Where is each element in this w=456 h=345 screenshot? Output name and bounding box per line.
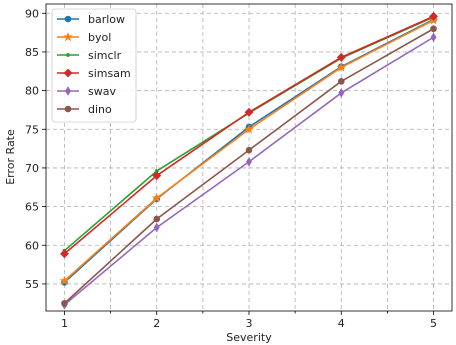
y-tick-label: 60 <box>25 239 39 252</box>
y-tick-label: 80 <box>25 85 39 98</box>
y-tick-label: 75 <box>25 123 39 136</box>
legend-marker <box>64 15 72 23</box>
y-tick-label: 85 <box>25 46 39 59</box>
data-point-simsam <box>244 107 254 117</box>
y-tick-label: 70 <box>25 162 39 175</box>
y-axis-label: Error Rate <box>4 129 17 185</box>
data-point-dino <box>245 146 253 154</box>
legend-item-simsam: simsam <box>57 67 131 80</box>
data-point-byol <box>244 124 254 134</box>
legend-label: barlow <box>88 13 125 26</box>
series-dino <box>61 25 437 307</box>
legend-label: swav <box>88 85 116 98</box>
y-tick-label: 90 <box>25 7 39 20</box>
legend-label: dino <box>88 103 112 116</box>
data-point-dino <box>153 215 161 223</box>
series-simsam <box>60 11 438 259</box>
data-point-byol <box>59 275 70 285</box>
legend-marker <box>64 105 72 113</box>
data-point-swav <box>153 222 160 233</box>
x-tick-label: 3 <box>246 317 253 330</box>
legend-marker <box>65 86 71 96</box>
data-point-swav <box>246 156 252 167</box>
legend-label: simclr <box>88 49 122 62</box>
legend-marker <box>66 53 70 57</box>
legend: barlow byol simclr simsam swav dino <box>51 8 137 123</box>
data-point-swav <box>338 88 345 98</box>
y-tick-label: 65 <box>25 201 39 214</box>
legend-label: byol <box>88 31 111 44</box>
legend-marker <box>63 31 73 42</box>
x-axis-label: Severity <box>226 331 272 344</box>
data-point-dino <box>430 25 437 33</box>
data-point-byol <box>151 193 162 203</box>
x-tick-label: 4 <box>338 317 345 330</box>
series-lines <box>59 11 439 310</box>
data-point-simsam <box>60 249 69 259</box>
data-point-simsam <box>429 11 438 21</box>
data-point-dino <box>61 299 68 307</box>
x-tick-label: 5 <box>430 317 437 330</box>
x-tick-label: 2 <box>153 317 160 330</box>
legend-item-swav: swav <box>57 85 116 98</box>
data-point-byol <box>336 62 347 72</box>
legend-item-barlow: barlow <box>57 13 125 26</box>
legend-item-dino: dino <box>57 103 112 116</box>
data-point-simsam <box>152 171 162 181</box>
x-tick-label: 1 <box>61 317 68 330</box>
legend-item-simclr: simclr <box>57 49 122 62</box>
y-tick-label: 55 <box>25 278 39 291</box>
data-point-swav <box>430 32 437 43</box>
legend-label: simsam <box>88 67 131 80</box>
data-point-dino <box>337 78 345 85</box>
grid-lines <box>46 4 452 311</box>
legend-item-byol: byol <box>57 31 111 44</box>
legend-marker <box>63 68 73 78</box>
data-point-simsam <box>336 52 346 62</box>
